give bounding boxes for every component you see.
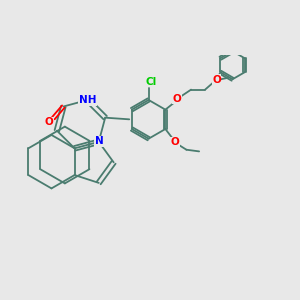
Text: S: S	[95, 137, 103, 147]
Text: NH: NH	[79, 95, 96, 105]
Text: O: O	[212, 75, 221, 85]
Text: Cl: Cl	[145, 76, 157, 87]
Text: O: O	[170, 137, 179, 147]
Text: N: N	[95, 136, 104, 146]
Text: O: O	[45, 117, 54, 127]
Text: O: O	[173, 94, 182, 104]
